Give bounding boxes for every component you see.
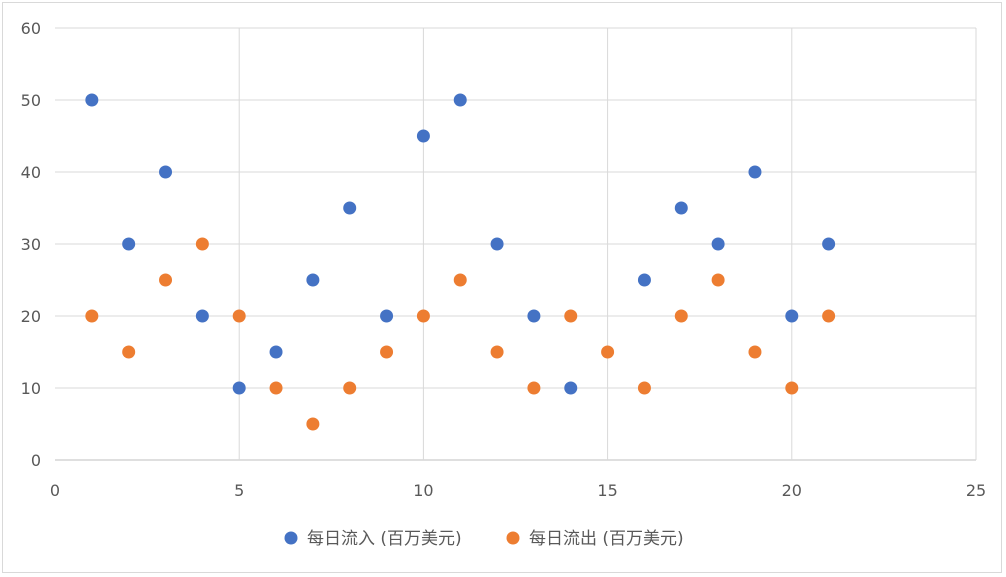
outflow-point [269, 381, 283, 395]
inflow-point [453, 93, 467, 107]
outflow-point [343, 381, 357, 395]
y-tick-label: 10 [21, 379, 41, 398]
outflow-point [159, 273, 173, 287]
outflow-point [711, 273, 725, 287]
outflow-point [195, 237, 209, 251]
outflow-point [380, 345, 394, 359]
inflow-point [232, 381, 246, 395]
outflow-point [306, 417, 320, 431]
y-tick-label: 20 [21, 307, 41, 326]
legend-label: 每日流出 (百万美元) [529, 529, 684, 549]
inflow-point [674, 201, 688, 215]
outflow-point [637, 381, 651, 395]
inflow-point [416, 129, 430, 143]
inflow-point [306, 273, 320, 287]
inflow-point [490, 237, 504, 251]
inflow-point [527, 309, 541, 323]
data-points [85, 93, 836, 431]
y-tick-label: 60 [21, 19, 41, 38]
outflow-point [85, 309, 99, 323]
outflow-point [564, 309, 578, 323]
inflow-point [711, 237, 725, 251]
inflow-point [195, 309, 209, 323]
outflow-point [416, 309, 430, 323]
outflow-point [232, 309, 246, 323]
outflow-point [601, 345, 615, 359]
inflow-point [637, 273, 651, 287]
x-tick-label: 5 [234, 481, 244, 500]
outflow-point [122, 345, 136, 359]
tick-labels: 0 10 20 30 40 50 60 0 5 10 15 20 25 [21, 19, 987, 500]
outflow-point [527, 381, 541, 395]
x-tick-label: 25 [966, 481, 986, 500]
inflow-point [269, 345, 283, 359]
x-tick-label: 15 [597, 481, 617, 500]
x-tick-label: 10 [413, 481, 433, 500]
y-tick-label: 40 [21, 163, 41, 182]
inflow-point [564, 381, 578, 395]
outflow-point [453, 273, 467, 287]
inflow-point [85, 93, 99, 107]
inflow-point [380, 309, 394, 323]
outflow-point [748, 345, 762, 359]
outflow-point [822, 309, 836, 323]
inflow-point [343, 201, 357, 215]
outflow-point [490, 345, 504, 359]
inflow-point [122, 237, 136, 251]
legend: 每日流入 (百万美元) 每日流出 (百万美元) [284, 529, 684, 549]
gridlines [55, 27, 977, 461]
y-tick-label: 50 [21, 91, 41, 110]
legend-label: 每日流入 (百万美元) [307, 529, 462, 549]
x-tick-label: 20 [782, 481, 802, 500]
inflow-point [822, 237, 836, 251]
legend-marker [506, 531, 520, 545]
outflow-point [785, 381, 799, 395]
inflow-point [159, 165, 173, 179]
outflow-point [674, 309, 688, 323]
inflow-point [748, 165, 762, 179]
legend-marker [284, 531, 298, 545]
inflow-point [785, 309, 799, 323]
y-tick-label: 0 [31, 451, 41, 470]
y-tick-label: 30 [21, 235, 41, 254]
x-tick-label: 0 [50, 481, 60, 500]
